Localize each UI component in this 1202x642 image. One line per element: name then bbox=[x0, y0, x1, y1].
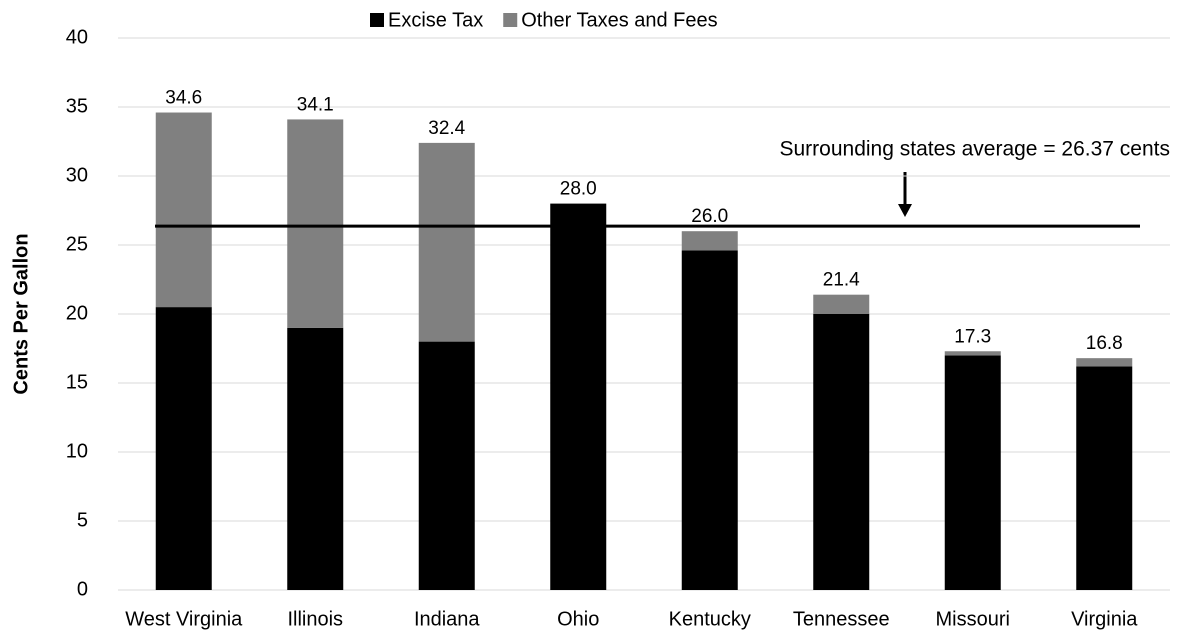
y-tick-label: 10 bbox=[66, 440, 88, 462]
total-label: 26.0 bbox=[691, 206, 728, 227]
bar-segment bbox=[418, 341, 475, 590]
y-tick-label: 30 bbox=[66, 164, 88, 186]
total-label: 16.8 bbox=[1086, 333, 1123, 354]
bar-segment bbox=[944, 355, 1001, 590]
legend-label: Other Taxes and Fees bbox=[521, 9, 717, 31]
total-label: 28.0 bbox=[560, 179, 597, 200]
total-label: 34.1 bbox=[297, 94, 334, 115]
total-label: 34.6 bbox=[165, 88, 202, 109]
x-tick-label: Missouri bbox=[936, 608, 1010, 630]
y-tick-label: 40 bbox=[66, 26, 88, 48]
y-axis-title: Cents Per Gallon bbox=[10, 233, 32, 394]
x-tick-label: West Virginia bbox=[125, 608, 243, 630]
y-tick-label: 15 bbox=[66, 371, 88, 393]
annotation: Surrounding states average = 26.37 cents bbox=[779, 138, 1170, 161]
total-label: 32.4 bbox=[428, 118, 465, 139]
bar-segment bbox=[681, 250, 738, 590]
y-tick-label: 5 bbox=[77, 509, 88, 531]
legend-swatch bbox=[370, 13, 384, 27]
bar-segment bbox=[550, 203, 607, 590]
y-tick-label: 35 bbox=[66, 95, 88, 117]
bar-segment bbox=[155, 307, 212, 590]
x-tick-label: Illinois bbox=[287, 608, 343, 630]
bar-segment bbox=[418, 142, 475, 342]
x-tick-label: Kentucky bbox=[669, 608, 751, 630]
y-tick-label: 25 bbox=[66, 233, 88, 255]
y-tick-label: 20 bbox=[66, 302, 88, 324]
x-tick-label: Tennessee bbox=[793, 608, 890, 630]
y-tick-label: 0 bbox=[77, 578, 88, 600]
total-label: 21.4 bbox=[823, 270, 860, 291]
bar-segment bbox=[1076, 358, 1133, 367]
bar-segment bbox=[813, 294, 870, 314]
bar-segment bbox=[287, 327, 344, 590]
arrow-head bbox=[898, 204, 912, 217]
bar-segment bbox=[155, 112, 212, 308]
bar-segment bbox=[287, 119, 344, 328]
x-tick-label: Ohio bbox=[557, 608, 599, 630]
x-tick-label: Virginia bbox=[1071, 608, 1138, 630]
bar-segment bbox=[813, 314, 870, 590]
legend-label: Excise Tax bbox=[388, 9, 483, 31]
x-tick-label: Indiana bbox=[414, 608, 480, 630]
bar-segment bbox=[681, 231, 738, 251]
total-label: 17.3 bbox=[954, 326, 991, 347]
bar-segment bbox=[1076, 366, 1133, 590]
bar-segment bbox=[944, 351, 1001, 356]
legend-swatch bbox=[503, 13, 518, 27]
